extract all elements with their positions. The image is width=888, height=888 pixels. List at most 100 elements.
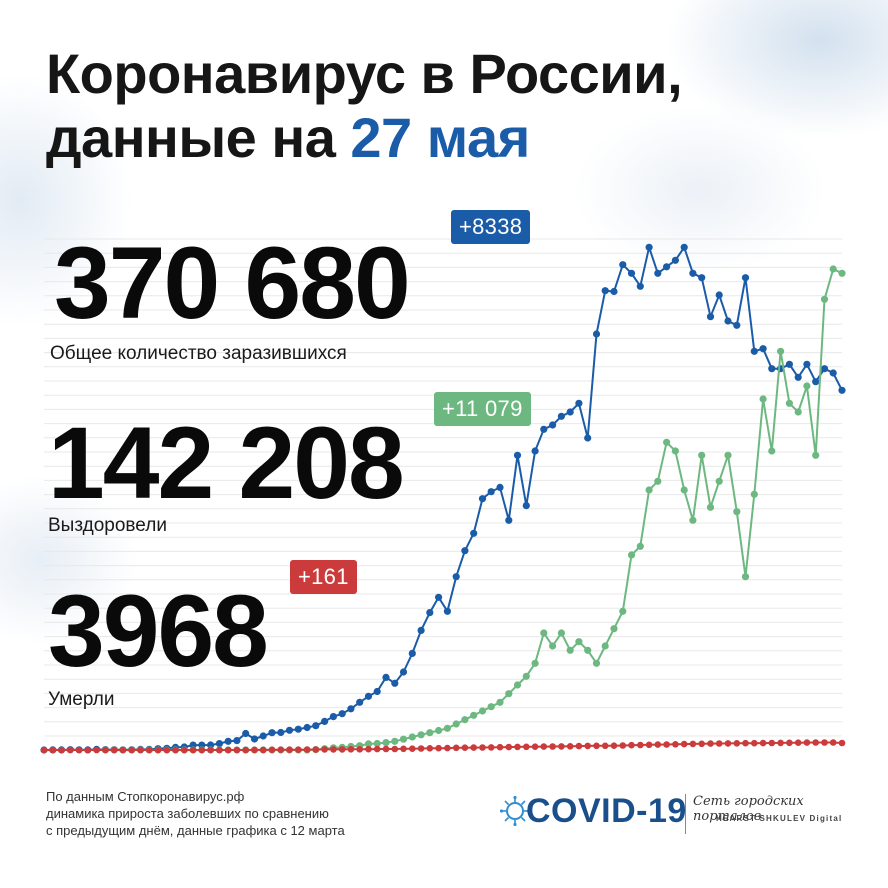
series-1-point-34 (399, 735, 408, 743)
series-2-point-19 (207, 746, 214, 754)
series-2-point-7 (102, 746, 109, 754)
series-2-point-20 (216, 746, 223, 754)
series-0-point-71 (663, 263, 671, 271)
series-0-point-48 (461, 547, 469, 555)
series-2-point-39 (382, 745, 390, 753)
series-0-point-38 (373, 687, 381, 696)
series-1-point-39 (443, 724, 451, 732)
series-2-point-73 (680, 740, 688, 748)
logo-divider (685, 794, 686, 834)
logo-covid-text: COVID-19 (526, 792, 687, 830)
series-1-point-31 (373, 739, 381, 748)
series-0-point-85 (785, 360, 794, 368)
series-0-point-86 (794, 373, 802, 381)
series-0-point-70 (654, 269, 662, 277)
series-1-point-49 (531, 659, 539, 667)
series-2-point-21 (224, 746, 232, 754)
series-1-point-47 (513, 681, 522, 689)
series-0-point-57 (540, 425, 548, 433)
series-2-point-9 (119, 746, 127, 754)
series-1-point-32 (382, 739, 390, 747)
series-1-point-54 (575, 638, 583, 646)
series-0-point-49 (470, 529, 478, 537)
series-1-point-78 (785, 399, 794, 407)
series-1-point-59 (619, 607, 627, 615)
series-0-point-56 (531, 447, 539, 455)
series-0-point-69 (645, 243, 653, 251)
series-0-point-40 (391, 679, 399, 687)
series-2-point-75 (698, 740, 705, 748)
series-0-point-41 (399, 668, 408, 676)
series-2-point-49 (470, 744, 478, 751)
series-1-point-71 (724, 451, 732, 459)
title-line-1: Коронавирус в России, (46, 42, 683, 105)
series-1-point-51 (549, 642, 557, 650)
series-2-point-60 (566, 743, 574, 750)
series-2-point-79 (733, 740, 741, 747)
series-2-point-32 (321, 746, 328, 753)
series-2-point-1 (49, 746, 57, 754)
series-2-point-17 (189, 746, 197, 754)
series-1-point-81 (812, 451, 820, 459)
series-0-point-28 (285, 726, 294, 734)
recovered-total: 142 208 (48, 406, 405, 520)
series-0-point-72 (671, 256, 680, 264)
series-2-point-29 (295, 746, 302, 753)
series-2-point-74 (689, 740, 697, 748)
series-2-point-68 (637, 741, 644, 749)
source-note-line-3: с предыдущим днём, данные графика с 12 м… (46, 823, 345, 838)
series-0-point-33 (329, 713, 337, 721)
series-0-point-60 (566, 408, 574, 416)
series-0-point-31 (312, 722, 320, 730)
series-0-point-53 (505, 516, 513, 524)
series-0-point-51 (487, 488, 495, 496)
series-1-point-68 (698, 451, 706, 459)
series-2-point-0 (40, 746, 48, 754)
series-1-point-43 (478, 707, 487, 715)
series-0-point-65 (610, 287, 618, 296)
infected-delta-badge: +8338 (451, 210, 531, 244)
logo-brand-text: HEARST SHKULEV Digital (716, 814, 843, 823)
series-1-point-58 (610, 625, 618, 633)
series-0-point-75 (698, 274, 706, 282)
series-1-point-65 (671, 447, 680, 455)
series-0-point-91 (838, 386, 846, 394)
series-2-point-52 (496, 743, 504, 751)
series-1-point-67 (689, 516, 697, 524)
series-0-point-46 (443, 607, 451, 615)
series-2-point-43 (417, 745, 425, 752)
series-2-point-86 (794, 739, 802, 746)
series-1-point-83 (829, 265, 837, 273)
series-2-point-41 (400, 745, 407, 753)
series-0-point-32 (321, 717, 329, 726)
series-0-point-78 (724, 317, 732, 325)
series-1-point-66 (680, 486, 688, 494)
series-2-point-5 (84, 746, 92, 754)
series-0-point-47 (452, 573, 460, 581)
recovered-delta-badge: +11 079 (434, 392, 531, 426)
series-1-point-45 (496, 698, 504, 706)
series-2-point-6 (93, 746, 100, 754)
series-1-point-61 (636, 542, 644, 550)
series-1-point-79 (794, 408, 802, 416)
source-note-line-2: динамика прироста заболевших по сравнени… (46, 806, 329, 821)
series-0-point-73 (680, 243, 688, 251)
series-2-point-27 (277, 746, 285, 753)
series-1-point-70 (715, 477, 723, 485)
series-2-point-35 (347, 746, 355, 753)
series-2-point-30 (303, 746, 311, 753)
series-2-point-71 (663, 741, 670, 748)
series-0-point-39 (382, 673, 390, 682)
covid-logo: COVID-19 Сеть городских порталов HEARST … (500, 788, 860, 848)
series-0-point-83 (768, 365, 776, 373)
series-0-point-67 (627, 269, 636, 277)
series-0-point-54 (513, 451, 522, 459)
series-2-point-8 (110, 746, 118, 754)
series-2-point-66 (619, 742, 627, 749)
series-2-point-4 (75, 746, 83, 754)
series-2-point-40 (391, 745, 399, 753)
series-0-point-55 (522, 502, 530, 510)
series-1-point-53 (566, 646, 574, 654)
series-0-point-20 (215, 740, 223, 748)
series-0-point-79 (733, 321, 741, 329)
